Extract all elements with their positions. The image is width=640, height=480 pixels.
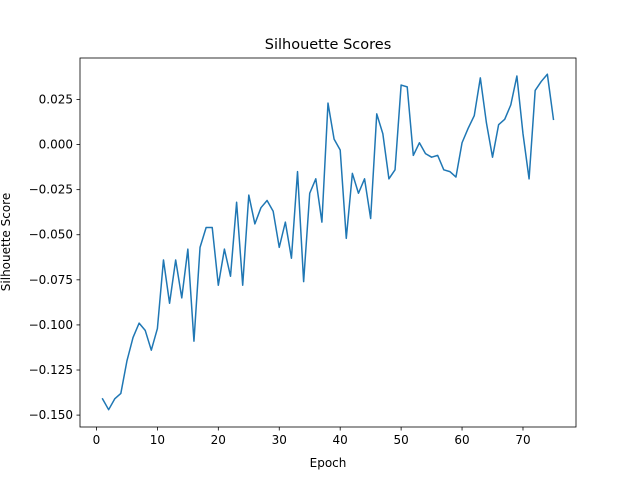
y-tick-label: −0.025 [29, 183, 73, 197]
y-tick-label: −0.150 [29, 408, 73, 422]
x-tick-label: 30 [272, 433, 287, 447]
y-axis-label: Silhouette Score [0, 193, 13, 291]
x-tick-label: 20 [211, 433, 226, 447]
y-tick-label: −0.125 [29, 363, 73, 377]
x-tick-label: 50 [393, 433, 408, 447]
plot-frame [79, 57, 577, 428]
y-tick-label: −0.050 [29, 228, 73, 242]
y-tick-label: 0.000 [39, 138, 73, 152]
y-tick-label: −0.100 [29, 318, 73, 332]
y-tick-label: 0.025 [39, 92, 73, 106]
x-tick-label: 70 [515, 433, 530, 447]
x-tick-label: 40 [333, 433, 348, 447]
series-line [101, 73, 555, 411]
chart-title: Silhouette Scores [265, 37, 392, 53]
y-axis-ticks: −0.150 −0.125 −0.100 −0.075 −0.050 −0.025 0.00… [29, 92, 80, 422]
x-tick-label: 0 [93, 433, 101, 447]
plot-area [80, 58, 576, 427]
x-tick-label: 10 [150, 433, 165, 447]
y-tick-label: −0.075 [29, 273, 73, 287]
x-axis-ticks: 0 10 20 30 40 50 60 70 [93, 427, 531, 447]
x-axis-label: Epoch [310, 456, 347, 470]
x-tick-label: 60 [454, 433, 469, 447]
